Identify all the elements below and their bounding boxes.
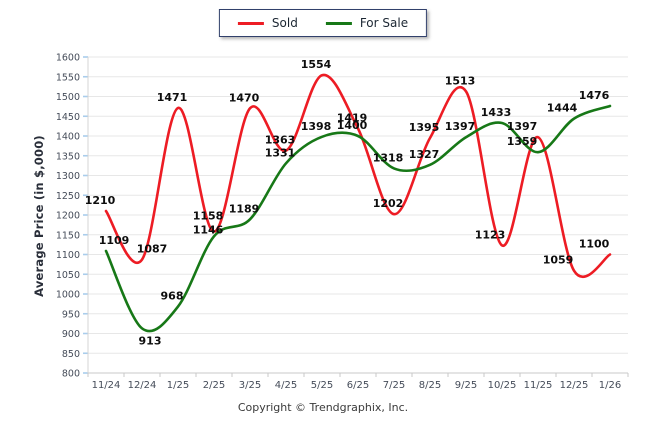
y-tick-label: 1050 [56, 270, 80, 281]
data-label: 1476 [579, 89, 610, 102]
y-tick-label: 1300 [56, 171, 80, 182]
y-tick-label: 1250 [56, 191, 80, 202]
data-label: 1400 [337, 119, 368, 132]
sold-line-swatch [237, 21, 264, 25]
copyright-text: Copyright © Trendgraphix, Inc. [237, 401, 409, 414]
x-tick-label: 9/25 [455, 380, 477, 391]
y-axis-title: Average Price (in $,000) [32, 135, 46, 297]
x-tick-label: 8/25 [419, 380, 441, 391]
x-tick-label: 4/25 [275, 380, 297, 391]
x-tick-label: 1/26 [599, 380, 621, 391]
x-tick-label: 12/24 [128, 380, 157, 391]
data-label: 1419 [337, 111, 368, 124]
y-tick-label: 900 [62, 329, 80, 340]
x-tick-label: 11/24 [92, 380, 121, 391]
data-label: 968 [161, 290, 184, 303]
data-label: 1363 [265, 134, 296, 147]
data-label: 1327 [409, 148, 440, 161]
data-label: 1397 [507, 120, 538, 133]
data-label: 1554 [301, 58, 332, 71]
x-tick-label: 10/25 [488, 380, 517, 391]
y-tick-label: 1550 [56, 72, 80, 83]
y-tick-label: 1500 [56, 92, 80, 103]
sold-line [104, 73, 612, 279]
legend-label-sold: Sold [271, 16, 298, 30]
data-label: 1444 [547, 102, 578, 115]
data-label: 1433 [481, 106, 512, 119]
x-tick-label: 7/25 [383, 380, 405, 391]
data-label: 913 [139, 334, 162, 347]
data-label: 1331 [265, 146, 296, 159]
x-tick-label: 6/25 [347, 380, 369, 391]
data-label: 1202 [373, 197, 404, 210]
y-tick-label: 1450 [56, 112, 80, 123]
legend-label-for-sale: For Sale [359, 16, 409, 30]
data-label: 1470 [229, 91, 260, 104]
x-tick-label: 5/25 [311, 380, 333, 391]
legend-item-sold: Sold [237, 16, 298, 30]
data-label: 1087 [137, 243, 168, 256]
y-tick-label: 800 [62, 369, 80, 380]
for-sale-line-swatch [325, 21, 352, 25]
y-tick-label: 1400 [56, 132, 80, 143]
x-tick-label: 1/25 [167, 380, 189, 391]
x-tick-label: 11/25 [524, 380, 553, 391]
y-tick-label: 950 [62, 309, 80, 320]
data-label: 1100 [579, 238, 610, 251]
y-tick-label: 1000 [56, 290, 80, 301]
data-label: 1395 [409, 121, 440, 134]
data-label: 1210 [85, 194, 116, 207]
data-label: 1359 [507, 135, 538, 148]
for-sale-line [104, 104, 612, 333]
data-label: 1513 [445, 74, 476, 87]
x-tick-label: 3/25 [239, 380, 261, 391]
data-label: 1397 [445, 120, 476, 133]
y-tick-label: 1150 [56, 230, 80, 241]
x-tick-label: 12/25 [560, 380, 589, 391]
data-label: 1059 [543, 254, 574, 267]
y-tick-label: 1350 [56, 151, 80, 162]
data-label: 1146 [193, 223, 224, 236]
y-tick-label: 1600 [56, 53, 80, 64]
y-tick-label: 850 [62, 349, 80, 360]
data-label: 1318 [373, 151, 404, 164]
y-tick-label: 1100 [56, 250, 80, 261]
data-label: 1189 [229, 202, 260, 215]
y-tick-label: 1200 [56, 211, 80, 222]
data-label: 1109 [99, 234, 130, 247]
data-label: 1471 [157, 91, 188, 104]
data-label: 1398 [301, 120, 332, 133]
legend-item-for-sale: For Sale [325, 16, 409, 30]
data-label: 1123 [475, 228, 506, 241]
data-label: 1158 [193, 210, 224, 223]
x-tick-label: 2/25 [203, 380, 225, 391]
chart-legend: Sold For Sale [218, 9, 428, 37]
